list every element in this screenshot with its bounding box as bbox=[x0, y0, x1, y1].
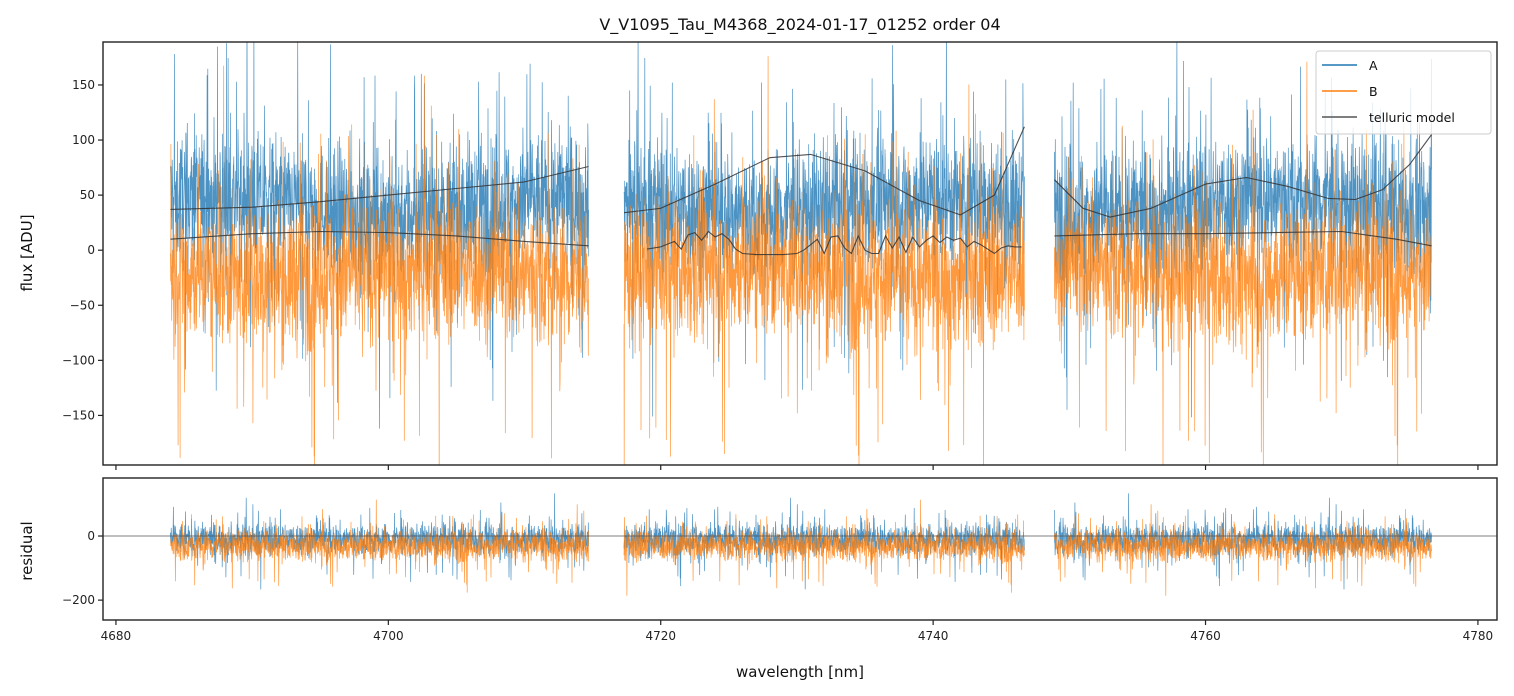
legend-label-b: B bbox=[1369, 84, 1378, 99]
telluric-model-upper-curve bbox=[1054, 134, 1433, 218]
telluric-model-upper-curve bbox=[623, 126, 1025, 216]
top-y-tick-label: 100 bbox=[72, 133, 95, 147]
legend-label-telluric: telluric model bbox=[1369, 110, 1455, 125]
bottom-x-tick-label: 4720 bbox=[645, 629, 676, 643]
top-y-axis-label: flux [ADU] bbox=[18, 214, 36, 291]
residual-b-line bbox=[623, 499, 1025, 596]
telluric-model-lower-curve bbox=[170, 230, 589, 247]
top-y-tick-label: −50 bbox=[70, 298, 95, 312]
bottom-axes-frame bbox=[102, 477, 1498, 621]
series-b-line bbox=[1054, 61, 1432, 465]
top-y-tick-label: −150 bbox=[62, 408, 95, 422]
top-y-tick-label: 0 bbox=[87, 243, 95, 257]
series-a-line bbox=[1054, 42, 1432, 418]
top-panel: −150 −100 −50 0 50 100 150 flux [ADU] A B tell… bbox=[18, 41, 1498, 470]
legend: A B telluric model bbox=[1315, 50, 1492, 135]
bottom-plot-area bbox=[103, 493, 1497, 596]
top-axes-frame bbox=[102, 41, 1498, 466]
chart-title: V_V1095_Tau_M4368_2024-01-17_01252 order… bbox=[599, 15, 1000, 35]
top-x-axis bbox=[115, 465, 1479, 470]
legend-frame bbox=[1315, 50, 1492, 135]
legend-label-a: A bbox=[1369, 58, 1378, 73]
bottom-x-tick-label: 4740 bbox=[918, 629, 949, 643]
telluric-model-absorption-band bbox=[647, 230, 1022, 256]
telluric-model-lower-curve bbox=[1054, 230, 1432, 247]
series-a-line bbox=[170, 42, 589, 429]
residual-b-line bbox=[170, 499, 589, 593]
telluric-model-upper-curve bbox=[170, 165, 589, 210]
residual-b-line bbox=[1054, 504, 1432, 596]
top-y-tick-label: 150 bbox=[72, 78, 95, 92]
series-b-line bbox=[623, 56, 1025, 465]
bottom-x-tick-label: 4700 bbox=[373, 629, 404, 643]
bottom-y-axis-label: residual bbox=[18, 521, 36, 580]
top-y-tick-label: −100 bbox=[62, 353, 95, 367]
top-y-axis: −150 −100 −50 0 50 100 150 bbox=[62, 78, 103, 422]
x-axis-label: wavelength [nm] bbox=[736, 663, 864, 681]
residual-a-line bbox=[170, 493, 589, 590]
bottom-x-axis: 4680 4700 4720 4740 4760 4780 bbox=[101, 620, 1494, 643]
bottom-y-axis: −200 0 bbox=[62, 529, 103, 607]
bottom-y-tick-label: 0 bbox=[87, 529, 95, 543]
top-plot-area bbox=[170, 42, 1433, 465]
top-y-tick-label: 50 bbox=[80, 188, 95, 202]
series-b-line bbox=[170, 65, 589, 465]
bottom-y-tick-label: −200 bbox=[62, 593, 95, 607]
bottom-x-tick-label: 4680 bbox=[101, 629, 132, 643]
bottom-x-tick-label: 4780 bbox=[1463, 629, 1494, 643]
series-a-line bbox=[623, 42, 1025, 417]
bottom-x-tick-label: 4760 bbox=[1190, 629, 1221, 643]
